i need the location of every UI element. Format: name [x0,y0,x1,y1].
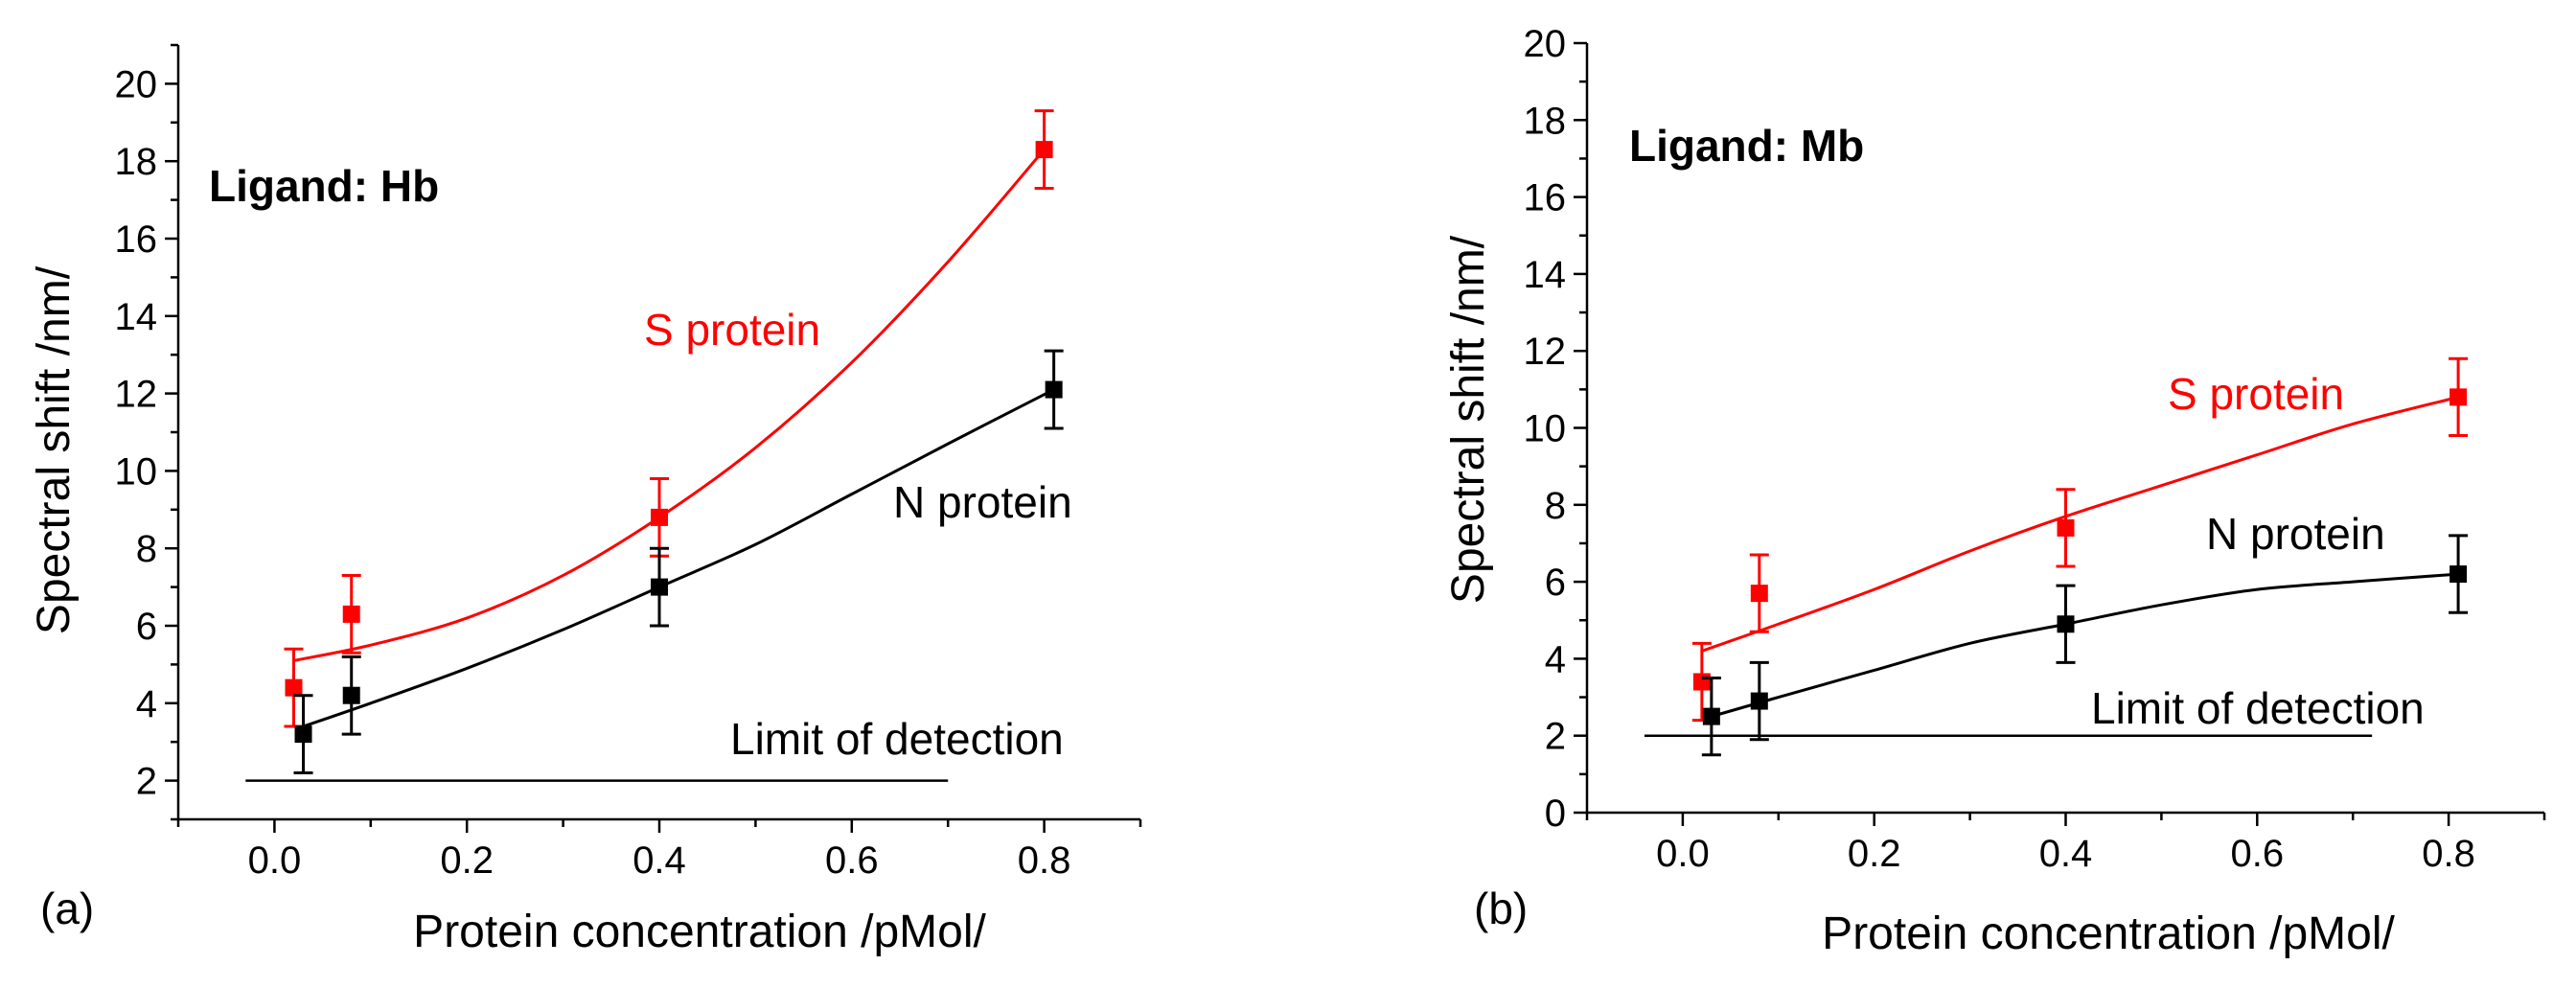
y-tick-label: 18 [115,141,158,183]
x-tick-label: 0.2 [1848,833,1901,875]
data-point [1702,707,1720,725]
y-tick-label: 14 [115,296,158,338]
ligand-annotation: Ligand: Mb [1629,121,1864,171]
y-tick-label: 4 [1545,638,1566,680]
y-tick-label: 14 [1524,254,1567,296]
x-ticks: 0.0 0.2 0.4 0.6 0.8 [176,819,1142,882]
y-tick-label: 16 [1524,177,1567,219]
y-ticks: 0 2 4 6 8 10 12 14 16 18 20 [1524,23,1587,835]
data-point [2057,518,2075,537]
ligand-annotation: Ligand: Hb [209,161,439,211]
x-tick-label: 0.8 [2422,833,2475,875]
data-point [2450,565,2468,584]
data-point [2450,388,2468,406]
y-tick-label: 4 [136,683,157,725]
x-tick-label: 0.2 [440,839,494,882]
y-tick-label: 2 [136,761,157,803]
fit-curves [293,149,1055,728]
y-tick-label: 0 [1545,793,1566,835]
data-point [285,678,303,697]
x-tick-label: 0.0 [248,839,302,882]
y-tick-label: 6 [1545,562,1566,604]
data-points [284,109,1064,775]
data-point [1045,380,1063,399]
y-tick-label: 20 [115,63,158,105]
y-tick-label: 8 [136,528,157,570]
data-point [1750,585,1768,603]
y-tick-label: 16 [115,218,158,261]
n-protein-label: N protein [893,477,1072,527]
data-point [1750,692,1768,710]
n-protein-label: N protein [2206,509,2385,559]
x-ticks: 0.0 0.2 0.4 0.6 0.8 [1585,813,2546,875]
y-axis-title: Spectral shift /nm/ [29,265,80,634]
data-point [2057,615,2075,633]
x-tick-label: 0.8 [1018,839,1071,882]
data-point [342,605,360,623]
panel-tag: (b) [1474,884,1528,933]
y-tick-label: 10 [115,450,158,493]
limit-of-detection-label: Limit of detection [2091,683,2425,733]
x-tick-label: 0.0 [1656,833,1710,875]
y-tick-label: 12 [1524,331,1567,373]
s-protein-label: S protein [644,305,820,355]
y-ticks: 2 4 6 8 10 12 14 16 18 20 [115,43,178,821]
limit-of-detection-label: Limit of detection [730,714,1064,764]
x-axis-title: Protein concentration /pMol/ [1822,908,2395,959]
y-tick-label: 2 [1545,716,1566,758]
panel-b: 0 2 4 6 8 10 12 14 16 18 20 0.0 0.2 0.4 0.6 0.8 Ligand… [1443,23,2546,959]
y-tick-label: 6 [136,606,157,648]
data-points [1691,356,2469,757]
x-tick-label: 0.6 [825,839,879,882]
x-axis-title: Protein concentration /pMol/ [413,907,986,957]
y-tick-label: 8 [1545,485,1566,527]
y-tick-label: 18 [1524,100,1567,142]
y-tick-label: 12 [115,374,158,416]
data-point [294,725,312,744]
data-point [342,686,360,704]
fit-line [303,388,1055,728]
fit-line [293,149,1046,662]
x-tick-label: 0.4 [632,839,686,882]
data-point [651,508,668,526]
y-tick-label: 20 [1524,23,1567,65]
s-protein-label: S protein [2168,369,2344,419]
y-axis-title: Spectral shift /nm/ [1443,235,1494,604]
x-tick-label: 0.4 [2039,833,2093,875]
panel-a: 2 4 6 8 10 12 14 16 18 20 0.0 0.2 0.4 0.6 0.8 Ligand:… [29,43,1142,957]
data-point [651,578,668,596]
data-point [1035,141,1053,159]
y-tick-label: 10 [1524,408,1567,450]
data-point [1692,673,1711,691]
x-tick-label: 0.6 [2230,833,2284,875]
panel-tag: (a) [40,884,94,933]
